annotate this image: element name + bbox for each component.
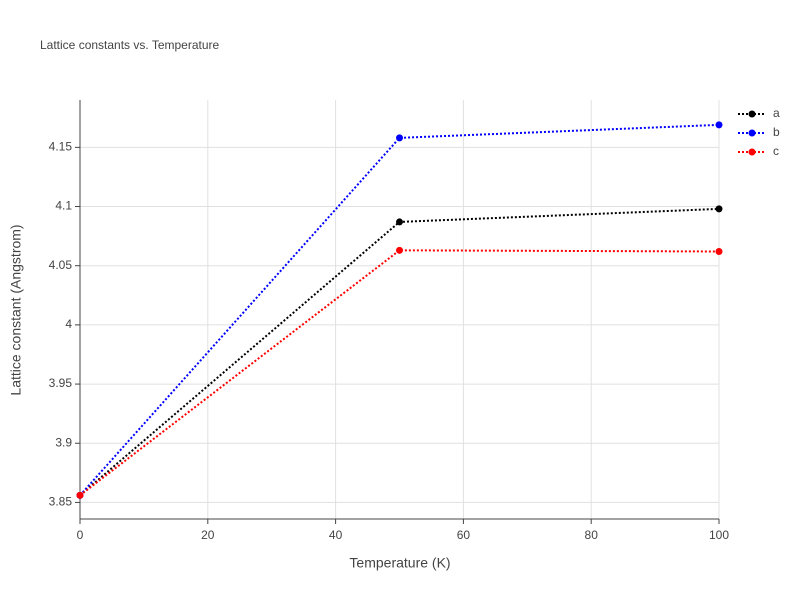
y-tick-label: 4.15 (49, 140, 73, 154)
x-tick-label: 100 (709, 528, 729, 542)
y-tick-label: 4 (65, 317, 72, 331)
x-tick-label: 20 (201, 528, 215, 542)
data-point (396, 218, 403, 226)
y-tick-label: 3.85 (49, 495, 73, 509)
x-tick-label: 60 (457, 528, 471, 542)
legend-marker (748, 129, 756, 137)
legend-label: c (773, 144, 779, 158)
x-tick-label: 80 (585, 528, 599, 542)
data-point (715, 205, 723, 213)
series-line (79, 123, 720, 496)
legend-label: b (773, 125, 780, 139)
data-point (715, 248, 723, 256)
data-point (396, 246, 403, 254)
y-tick-label: 3.9 (55, 435, 72, 449)
data-point (76, 491, 84, 499)
legend-marker (748, 148, 756, 156)
y-axis-label: Lattice constant (Angstrom) (8, 224, 24, 395)
x-tick-label: 40 (329, 528, 343, 542)
y-tick-label: 4.1 (55, 199, 72, 213)
data-point (715, 121, 723, 129)
x-axis-label: Temperature (K) (349, 555, 450, 571)
series-line (79, 249, 720, 497)
chart-title: Lattice constants vs. Temperature (40, 38, 220, 52)
x-tick-label: 0 (77, 528, 84, 542)
data-point (396, 134, 403, 142)
y-tick-label: 3.95 (49, 376, 73, 390)
legend-label: a (773, 106, 780, 120)
y-tick-label: 4.05 (49, 258, 73, 272)
legend-marker (748, 110, 756, 118)
